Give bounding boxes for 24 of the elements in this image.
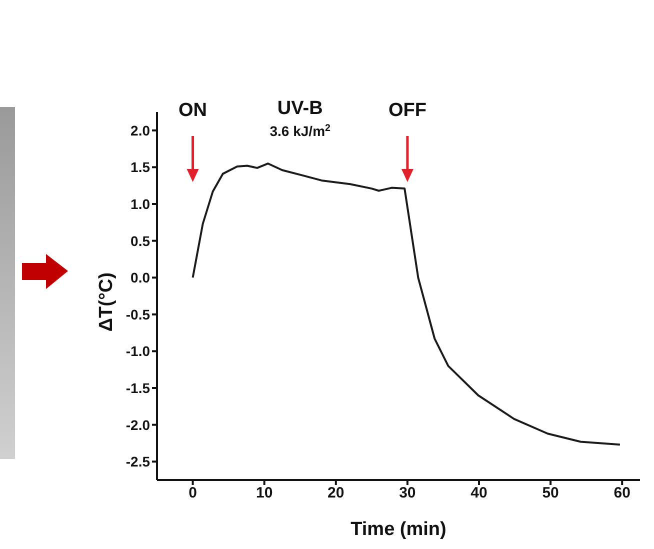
y-tick-label: 1.5: [130, 159, 150, 176]
annotation: ON: [178, 100, 208, 121]
x-tick-label: 60: [614, 484, 630, 502]
x-tick-label: 50: [542, 484, 559, 502]
x-tick-label: 40: [470, 484, 488, 502]
annotation: UV-B: [277, 98, 323, 119]
y-tick-label: -1.5: [126, 380, 150, 396]
x-tick-label: 30: [399, 484, 416, 502]
x-tick-label: 10: [256, 484, 273, 502]
y-axis-title: ΔT(°C): [96, 272, 117, 332]
annotation: 3.6 kJ/m$^{2}$: [270, 122, 332, 139]
y-tick-label: 0.0: [130, 270, 150, 286]
x-axis-title: Time (min): [350, 519, 446, 540]
line-series: [192, 162, 621, 446]
y-tick-label: -2.5: [126, 454, 150, 470]
x-tick-label: 20: [328, 484, 344, 502]
y-tick-label: -0.5: [126, 306, 150, 322]
y-tick-label: -1.0: [126, 343, 150, 360]
y-tick-label: 1.0: [130, 196, 150, 212]
y-tick-label: 2.0: [130, 122, 150, 138]
y-tick-label: 0.5: [130, 232, 150, 249]
y-tick-label: -2.0: [126, 416, 150, 433]
annotation: OFF: [388, 100, 426, 121]
x-tick-label: 0: [188, 484, 197, 502]
